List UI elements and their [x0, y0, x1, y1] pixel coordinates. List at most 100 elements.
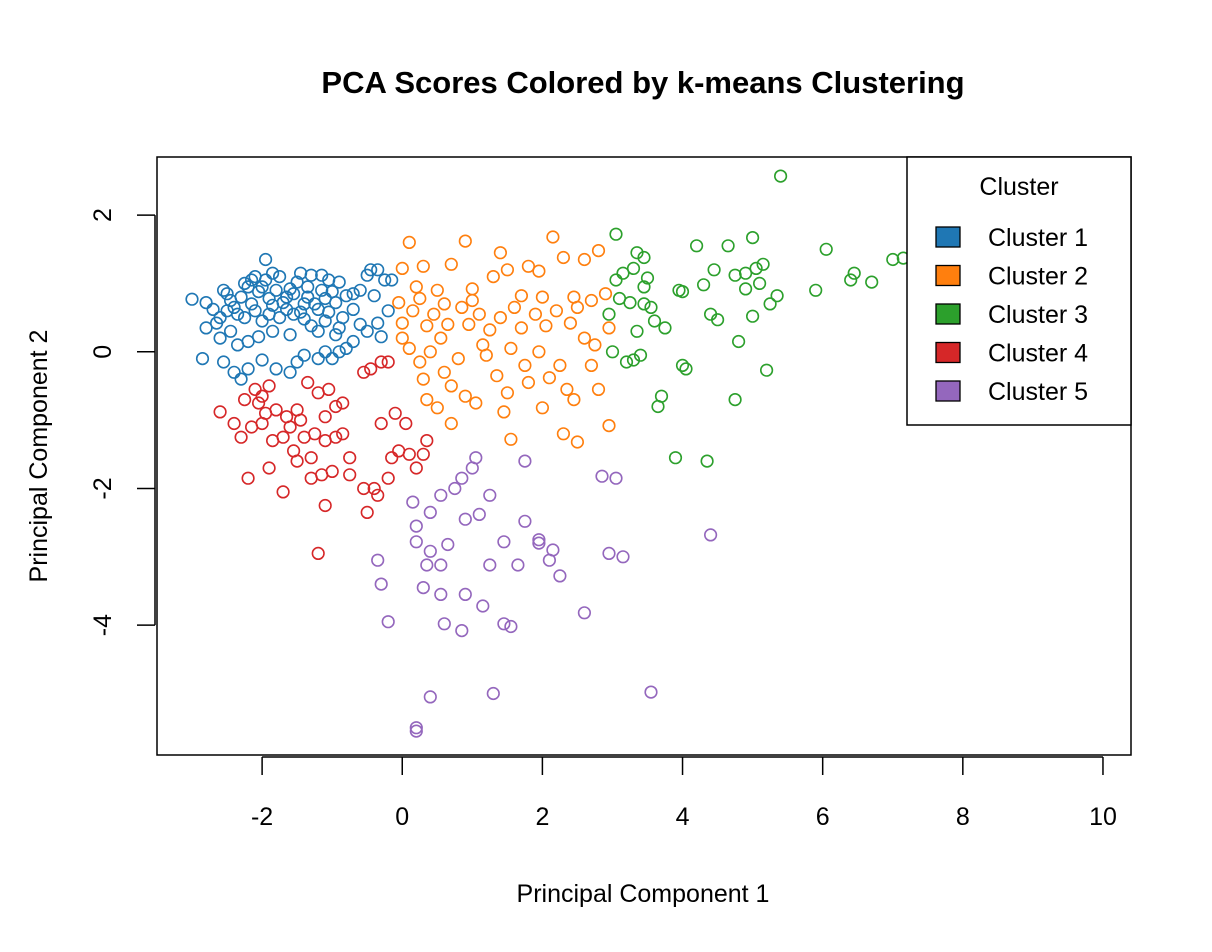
- data-point: [434, 558, 448, 572]
- data-point: [294, 305, 308, 319]
- data-point: [605, 345, 620, 359]
- chart-title: PCA Scores Colored by k-means Clustering: [321, 65, 964, 100]
- data-point: [262, 379, 276, 393]
- data-point: [409, 280, 423, 294]
- data-point: [700, 454, 714, 468]
- data-point: [553, 569, 567, 583]
- data-point: [339, 341, 353, 356]
- data-point: [332, 345, 346, 359]
- data-point: [378, 273, 392, 287]
- x-tick-label: -2: [251, 803, 273, 831]
- data-point: [311, 546, 325, 561]
- data-point: [241, 471, 255, 485]
- data-point: [504, 619, 518, 634]
- data-point: [462, 317, 476, 332]
- data-point: [304, 451, 318, 465]
- data-point: [311, 324, 325, 338]
- data-point: [591, 382, 606, 397]
- data-point: [374, 416, 388, 431]
- legend-swatch: [935, 303, 961, 325]
- data-point: [752, 276, 767, 291]
- data-point: [364, 263, 378, 277]
- y-axis: -4 -2 0 2: [89, 208, 156, 636]
- data-point: [490, 369, 504, 383]
- data-point: [532, 536, 546, 550]
- data-point: [416, 259, 430, 273]
- data-point: [322, 305, 336, 319]
- data-point: [287, 287, 301, 301]
- legend-label: Cluster 5: [988, 378, 1088, 406]
- data-point: [745, 231, 760, 245]
- data-point: [269, 362, 283, 376]
- data-point: [511, 558, 525, 572]
- data-point: [301, 375, 315, 390]
- legend-swatch: [935, 380, 961, 402]
- data-point: [444, 379, 458, 393]
- data-point: [406, 495, 420, 509]
- data-point: [371, 488, 385, 502]
- legend-swatch: [935, 341, 961, 364]
- data-point: [619, 355, 634, 369]
- data-point: [416, 447, 430, 461]
- data-point: [703, 528, 718, 542]
- data-point: [651, 399, 665, 414]
- data-point: [640, 271, 655, 285]
- data-point: [707, 263, 721, 277]
- data-point: [623, 296, 637, 310]
- data-point: [220, 287, 234, 301]
- data-point: [301, 280, 315, 294]
- data-point: [710, 313, 725, 327]
- data-point: [696, 278, 711, 292]
- legend-label: Cluster 4: [988, 340, 1088, 368]
- data-point: [500, 263, 515, 277]
- data-point: [598, 287, 613, 301]
- data-point: [241, 280, 255, 294]
- data-point: [339, 289, 353, 303]
- data-point: [360, 505, 374, 520]
- data-point: [374, 355, 388, 369]
- data-point: [591, 244, 606, 258]
- data-point: [455, 623, 469, 638]
- data-point: [763, 297, 777, 311]
- data-point: [287, 307, 301, 321]
- data-point: [283, 328, 297, 342]
- data-point: [493, 311, 508, 325]
- data-point: [423, 544, 437, 558]
- data-point: [630, 246, 644, 260]
- data-point: [465, 293, 479, 308]
- data-point: [252, 330, 266, 344]
- data-point: [427, 307, 441, 321]
- data-point: [346, 287, 360, 301]
- data-point: [336, 311, 350, 325]
- data-point: [483, 558, 497, 572]
- x-axis: -2 0 2 4 6 8 10: [251, 756, 1117, 831]
- data-point: [563, 316, 578, 330]
- data-point: [444, 416, 458, 431]
- data-point: [322, 273, 336, 287]
- data-point: [455, 471, 469, 485]
- plot-frame: [156, 156, 1132, 756]
- data-point: [318, 345, 332, 359]
- data-point: [399, 416, 413, 431]
- data-point: [308, 427, 322, 441]
- data-point: [346, 302, 360, 317]
- data-point: [465, 282, 479, 296]
- data-point: [385, 451, 399, 465]
- data-point: [430, 401, 444, 415]
- data-point: [227, 416, 241, 431]
- data-point: [259, 252, 273, 267]
- data-point: [689, 239, 704, 253]
- data-point: [392, 296, 406, 310]
- data-point: [395, 261, 409, 276]
- data-point: [381, 471, 395, 485]
- data-point: [343, 451, 357, 465]
- scatter-points: [185, 169, 910, 738]
- data-point: [227, 300, 241, 315]
- data-point: [518, 358, 532, 373]
- data-point: [528, 307, 543, 321]
- data-point: [483, 323, 497, 337]
- data-point: [476, 338, 490, 352]
- data-point: [227, 365, 241, 379]
